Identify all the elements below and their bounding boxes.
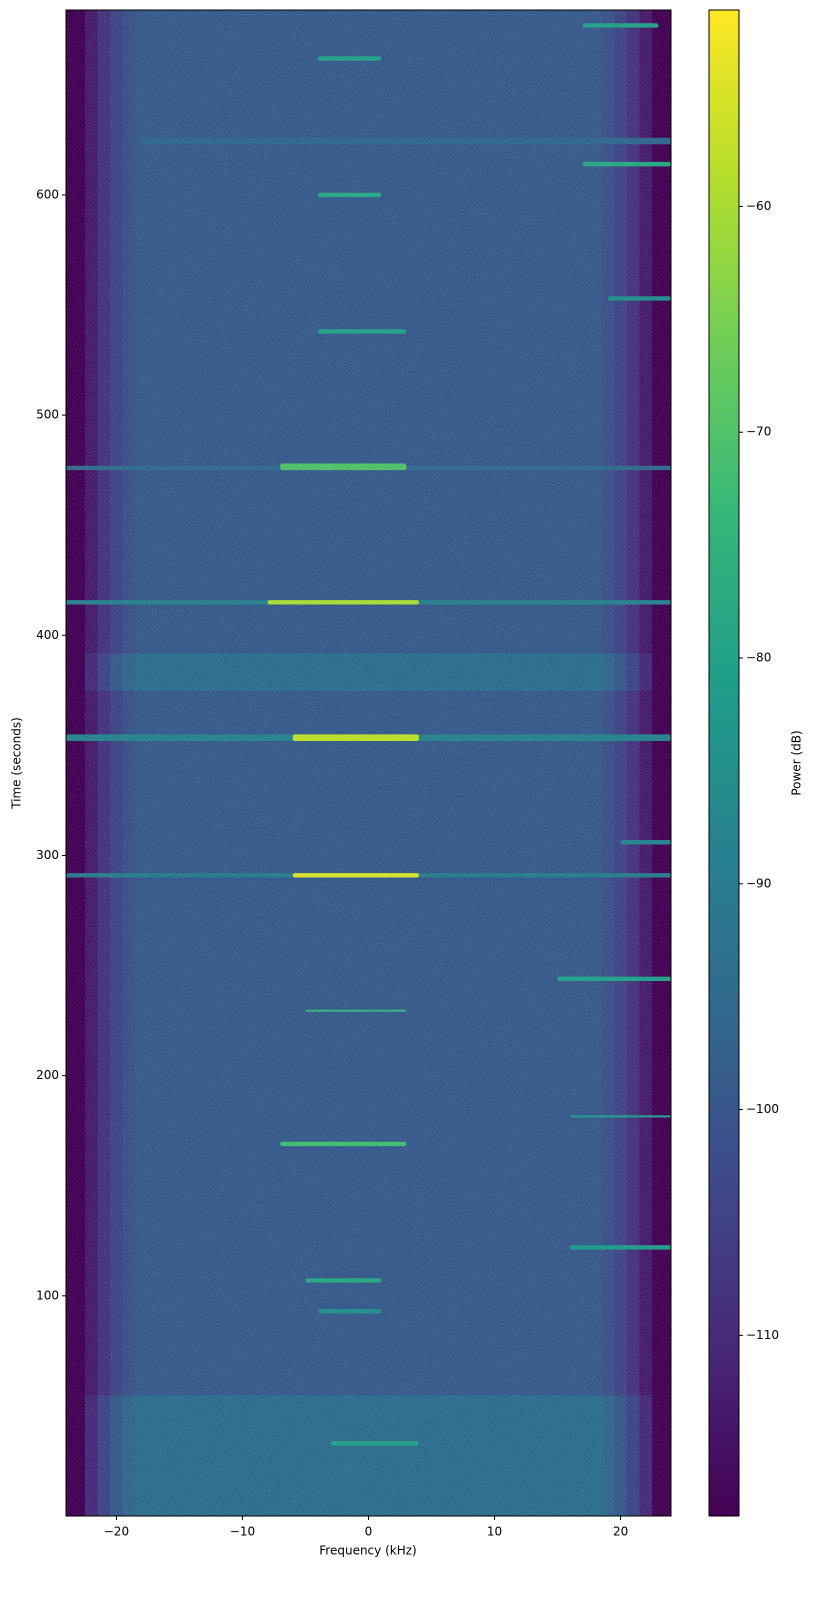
x-tick-label: 20 (613, 1525, 628, 1539)
y-tick-label: 600 (36, 187, 59, 201)
y-tick-label: 500 (36, 408, 59, 422)
y-tick-label: 300 (36, 848, 59, 862)
x-axis-label: Frequency (kHz) (319, 1544, 416, 1558)
colorbar-label: Power (dB) (790, 730, 804, 795)
x-tick-label: 0 (365, 1525, 373, 1539)
colorbar (708, 9, 740, 1517)
colorbar-tick-label: −100 (746, 1102, 779, 1116)
y-axis-label: Time (seconds) (10, 717, 24, 810)
x-tick-label: 10 (487, 1525, 502, 1539)
plot-area (66, 10, 671, 1516)
y-tick-label: 200 (36, 1068, 59, 1082)
colorbar-tick-label: −110 (746, 1328, 779, 1342)
colorbar-tick-label: −70 (746, 425, 771, 439)
colorbar-tick-label: −90 (746, 876, 771, 890)
colorbar-tick-label: −60 (746, 199, 771, 213)
y-tick-label: 100 (36, 1288, 59, 1302)
x-tick-label: −20 (104, 1525, 129, 1539)
noise-texture (66, 10, 671, 1516)
colorbar-tick-label: −80 (746, 651, 771, 665)
y-tick-label: 400 (36, 628, 59, 642)
x-tick-label: −10 (230, 1525, 255, 1539)
